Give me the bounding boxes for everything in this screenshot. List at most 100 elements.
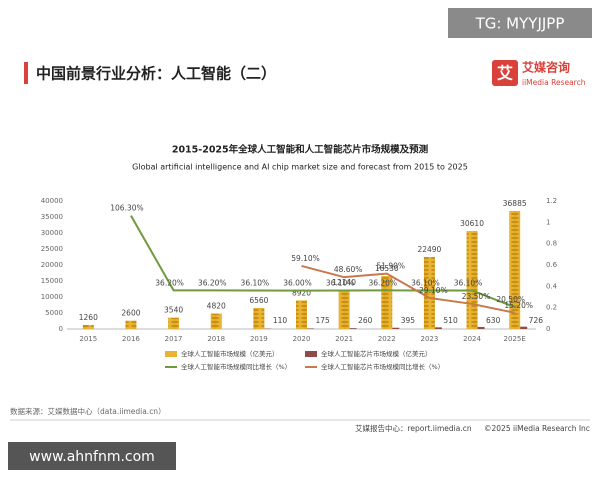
line-label: 36.20% bbox=[368, 278, 397, 287]
bar bbox=[253, 308, 265, 329]
logo-icon bbox=[492, 60, 518, 86]
bar-label: 6560 bbox=[249, 296, 268, 305]
x-tick-label: 2017 bbox=[165, 335, 183, 343]
bar-label: 2600 bbox=[121, 309, 140, 318]
bar bbox=[392, 327, 400, 329]
title-bar bbox=[24, 62, 28, 84]
line-label: 36.10% bbox=[411, 278, 440, 287]
bar-label: 510 bbox=[443, 316, 458, 325]
x-tick-label: 2024 bbox=[463, 335, 481, 343]
bar bbox=[125, 320, 137, 329]
bar bbox=[520, 326, 528, 329]
y-tick-label: 10000 bbox=[41, 293, 63, 301]
y2-tick-label: 0.6 bbox=[546, 261, 558, 269]
bottom-watermark: www.ahnfnm.com bbox=[29, 449, 155, 465]
bar-label: 630 bbox=[486, 316, 501, 325]
page-title: 中国前景行业分析：人工智能（二） bbox=[36, 65, 276, 83]
bar-label: 22490 bbox=[417, 245, 441, 254]
logo-en: iiMedia Research bbox=[522, 78, 586, 87]
line-label: 36.10% bbox=[241, 278, 270, 287]
line-label: 36.10% bbox=[454, 278, 483, 287]
legend-label: 全球人工智能市场规模同比增长（%） bbox=[181, 362, 291, 371]
bar-label: 395 bbox=[401, 316, 416, 325]
bar-label: 1260 bbox=[79, 313, 98, 322]
y-tick-label: 20000 bbox=[41, 261, 63, 269]
y-tick-label: 25000 bbox=[41, 245, 63, 253]
x-tick-label: 2020 bbox=[293, 335, 311, 343]
y2-tick-label: 0 bbox=[546, 325, 550, 333]
line-label: 59.10% bbox=[291, 254, 320, 263]
bar bbox=[509, 210, 521, 329]
bar-label: 8920 bbox=[292, 288, 311, 297]
x-tick-label: 2015 bbox=[79, 335, 97, 343]
chart-title: 2015-2025年全球人工智能和人工智能芯片市场规模及预测 bbox=[172, 144, 429, 156]
y-tick-label: 15000 bbox=[41, 277, 63, 285]
line-label: 36.00% bbox=[283, 279, 312, 288]
bar bbox=[349, 328, 357, 329]
logo-glyph: 艾 bbox=[497, 64, 513, 83]
bar-label: 30610 bbox=[460, 219, 484, 228]
bar-label: 4820 bbox=[207, 302, 226, 311]
y-tick-label: 5000 bbox=[45, 309, 63, 317]
x-tick-label: 2025E bbox=[504, 335, 526, 343]
y2-tick-label: 0.8 bbox=[546, 240, 557, 248]
bar-label: 726 bbox=[529, 316, 544, 325]
bar-label: 16530 bbox=[375, 264, 399, 273]
x-tick-label: 2023 bbox=[420, 335, 438, 343]
legend-label: 全球人工智能芯片市场规模同比增长（%） bbox=[321, 362, 444, 371]
copyright: ©2025 iiMedia Research Inc bbox=[484, 424, 590, 433]
bar bbox=[434, 327, 442, 329]
line-label: 36.20% bbox=[155, 278, 184, 287]
y2-tick-label: 1.2 bbox=[546, 197, 557, 205]
y-tick-label: 40000 bbox=[41, 197, 63, 205]
bar bbox=[82, 324, 94, 329]
line-label: 20.50% bbox=[496, 295, 525, 304]
bar-label: 12140 bbox=[332, 278, 356, 287]
line-label: 106.30% bbox=[110, 204, 143, 213]
report-link[interactable]: 艾媒报告中心：report.iimedia.cn bbox=[355, 423, 472, 433]
x-tick-label: 2021 bbox=[335, 335, 353, 343]
line-label: 36.10% bbox=[326, 278, 355, 287]
line-label: 23.50% bbox=[462, 292, 491, 301]
bar-label: 260 bbox=[358, 316, 373, 325]
bar bbox=[381, 276, 393, 329]
x-tick-label: 2022 bbox=[378, 335, 396, 343]
line-label: 51.90% bbox=[376, 262, 405, 271]
watermark-box bbox=[448, 8, 592, 38]
bar-label: 3540 bbox=[164, 306, 183, 315]
bar bbox=[210, 313, 222, 329]
bar-label: 36885 bbox=[503, 199, 527, 208]
legend-label: 全球人工智能市场规模（亿美元） bbox=[181, 349, 279, 358]
bar bbox=[477, 326, 485, 329]
bar bbox=[466, 231, 478, 329]
logo-cn: 艾媒咨询 bbox=[522, 60, 570, 75]
bottom-watermark-box bbox=[8, 442, 176, 470]
x-tick-label: 2016 bbox=[122, 335, 140, 343]
chart-subtitle: Global artificial intelligence and AI ch… bbox=[132, 163, 468, 172]
bar-label: 175 bbox=[316, 316, 331, 325]
bar bbox=[296, 300, 307, 329]
legend-swatch bbox=[165, 351, 177, 357]
line bbox=[301, 264, 515, 314]
watermark: TG: MYYJJPP bbox=[475, 15, 565, 33]
bar bbox=[168, 317, 180, 329]
y2-tick-label: 0.2 bbox=[546, 304, 557, 312]
bar bbox=[423, 257, 435, 329]
source: 数据来源：艾媒数据中心（data.iimedia.cn） bbox=[10, 406, 166, 416]
y-tick-label: 30000 bbox=[41, 229, 63, 237]
y-tick-label: 0 bbox=[59, 325, 63, 333]
line-label: 36.20% bbox=[198, 278, 227, 287]
x-tick-label: 2018 bbox=[207, 335, 225, 343]
legend-swatch bbox=[305, 351, 317, 357]
line-label: 15.20% bbox=[504, 301, 533, 310]
line-label: 48.60% bbox=[334, 265, 363, 274]
bar bbox=[307, 328, 314, 329]
x-tick-label: 2019 bbox=[250, 335, 268, 343]
bar-label: 110 bbox=[273, 316, 288, 325]
y2-tick-label: 1 bbox=[546, 218, 550, 226]
bar bbox=[338, 290, 350, 329]
line-label: 29.10% bbox=[419, 286, 448, 295]
legend-label: 全球人工智能芯片市场规模（亿美元） bbox=[321, 349, 432, 358]
